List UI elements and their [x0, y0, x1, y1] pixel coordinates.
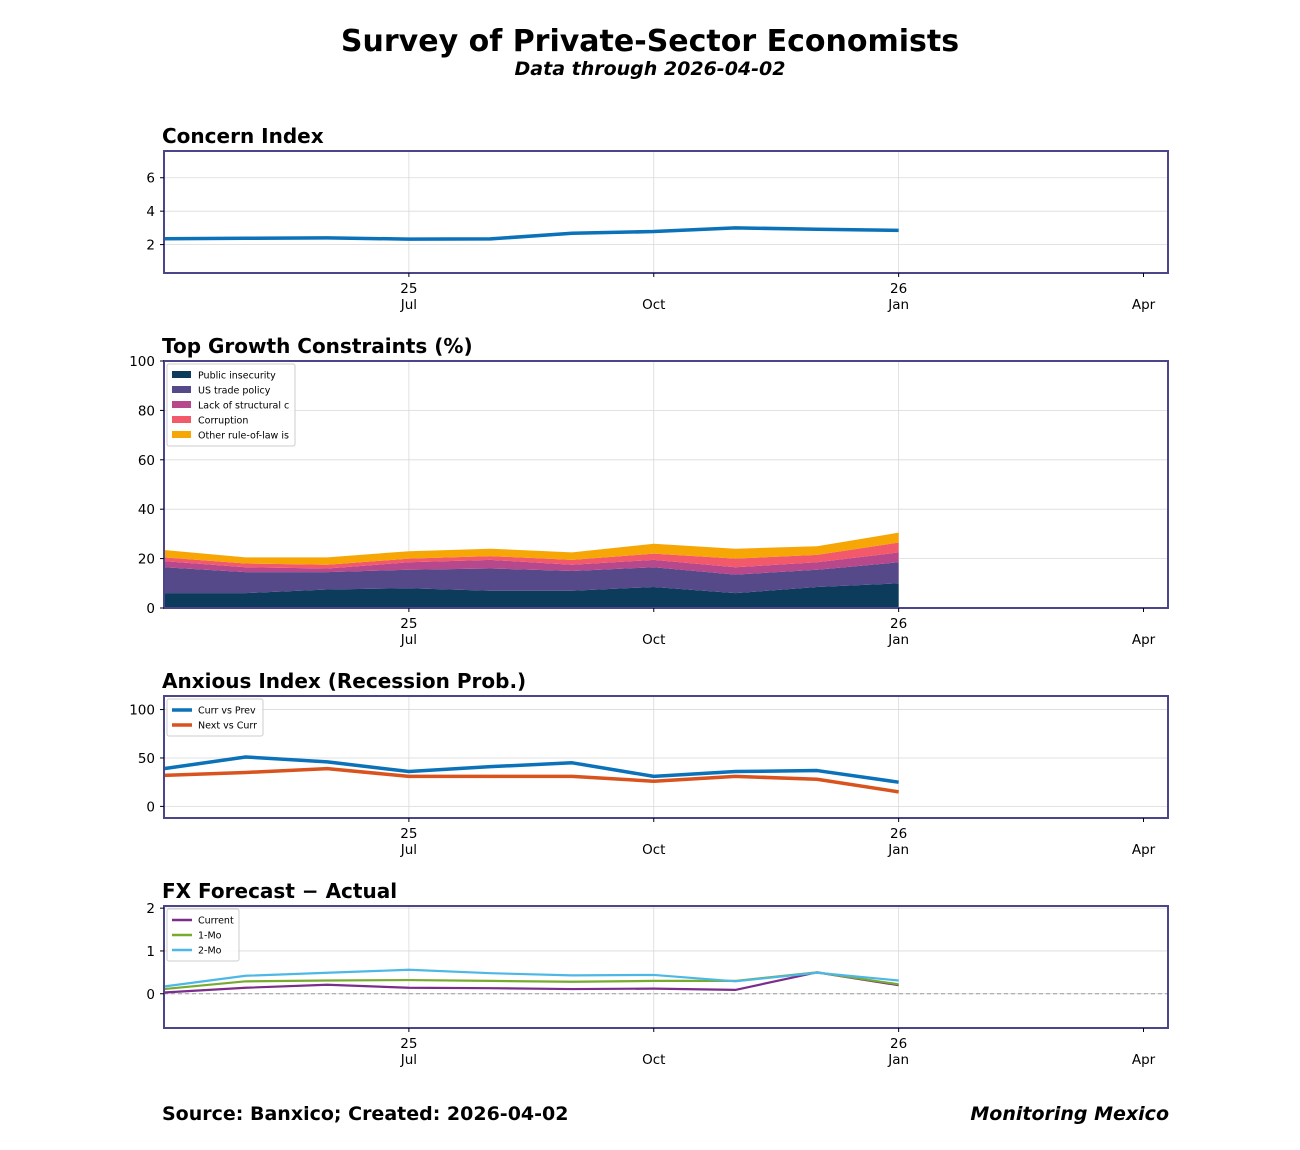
x-tick-label-month: Oct [642, 632, 665, 648]
y-tick-label: 20 [138, 552, 155, 568]
y-tick-label: 2 [146, 901, 155, 917]
y-tick-label: 60 [138, 453, 155, 469]
axes-frame [163, 905, 1169, 1029]
legend-label: Curr vs Prev [198, 706, 256, 717]
page-subtitle: Data through 2026-04-02 [514, 58, 786, 80]
x-tick-label-year: 25 [400, 826, 417, 842]
source-note: Source: Banxico; Created: 2026-04-02 [162, 1103, 569, 1125]
legend-swatch [172, 386, 191, 393]
y-tick-label: 100 [129, 703, 155, 719]
legend-label: Corruption [198, 416, 248, 427]
legend-swatch [172, 401, 191, 408]
y-tick-label: 0 [146, 601, 155, 617]
line-2-mo [163, 968, 899, 988]
line-concern-index [163, 226, 899, 241]
legend-label: Lack of structural c [198, 401, 289, 412]
legend-label: Other rule-of-law is [198, 431, 289, 442]
legend-label: Current [198, 916, 234, 927]
line-curr-vs-prev [163, 755, 899, 784]
line-next-vs-curr [163, 766, 899, 794]
legend-swatch [172, 371, 191, 378]
x-tick-label-year: 26 [890, 281, 907, 297]
legend-label: Next vs Curr [198, 721, 257, 732]
y-tick-label: 4 [146, 204, 155, 220]
y-tick-label: 80 [138, 403, 155, 419]
brand-label: Monitoring Mexico [970, 1103, 1169, 1125]
legend-label: 1-Mo [198, 931, 222, 942]
x-tick-label-year: 25 [400, 1036, 417, 1052]
y-tick-label: 40 [138, 502, 155, 518]
x-tick-label-month: Jan [887, 842, 909, 858]
area-corruption [164, 542, 899, 569]
x-tick-label-month: Oct [642, 297, 665, 313]
line-current [163, 971, 899, 994]
area-us-trade-policy [164, 562, 899, 594]
axes-frame [163, 360, 1169, 609]
legend-label: US trade policy [198, 386, 271, 397]
x-tick-label-year: 26 [890, 616, 907, 632]
x-tick-label-month: Oct [642, 1052, 665, 1068]
anxious-index-title: Anxious Index (Recession Prob.) [162, 669, 527, 693]
x-tick-label-month: Jul [400, 297, 417, 313]
x-tick-label-month: Apr [1132, 632, 1156, 648]
y-tick-label: 6 [146, 171, 155, 187]
area-public-insecurity [164, 583, 899, 608]
y-tick-label: 50 [138, 751, 155, 767]
x-tick-label-month: Jan [887, 632, 909, 648]
x-tick-label-month: Jul [400, 632, 417, 648]
x-tick-label-month: Jan [887, 1052, 909, 1068]
legend-swatch [172, 416, 191, 423]
axes-frame [163, 150, 1169, 274]
x-tick-label-month: Apr [1132, 1052, 1156, 1068]
growth-constraints-title: Top Growth Constraints (%) [162, 334, 473, 358]
x-tick-label-year: 25 [400, 281, 417, 297]
x-tick-label-month: Jan [887, 297, 909, 313]
area-other-rule-of-law-is [164, 532, 899, 565]
y-tick-label: 2 [146, 238, 155, 254]
legend-swatch [172, 431, 191, 438]
axes-frame [163, 695, 1169, 819]
y-tick-label: 0 [146, 987, 155, 1003]
x-tick-label-month: Oct [642, 842, 665, 858]
concern-index-title: Concern Index [162, 124, 324, 148]
y-tick-label: 1 [146, 944, 155, 960]
legend-label: Public insecurity [198, 371, 276, 382]
x-tick-label-month: Apr [1132, 297, 1156, 313]
x-tick-label-year: 26 [890, 826, 907, 842]
x-tick-label-year: 25 [400, 616, 417, 632]
y-tick-label: 100 [129, 354, 155, 370]
fx-forecast-title: FX Forecast − Actual [162, 879, 398, 903]
y-tick-label: 0 [146, 799, 155, 815]
x-tick-label-year: 26 [890, 1036, 907, 1052]
x-tick-label-month: Jul [400, 842, 417, 858]
legend-box [166, 363, 296, 447]
legend-label: 2-Mo [198, 946, 222, 957]
x-tick-label-month: Jul [400, 1052, 417, 1068]
page-title: Survey of Private-Sector Economists [340, 24, 960, 59]
legend-box [166, 908, 240, 962]
area-lack-of-structural-c [164, 552, 899, 575]
x-tick-label-month: Apr [1132, 842, 1156, 858]
